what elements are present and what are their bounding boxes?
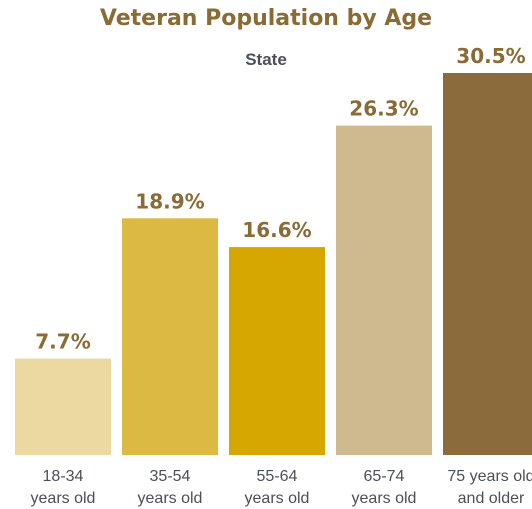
bar-value-label-4: 26.3%	[349, 97, 418, 121]
x-tick-label-5: 75 years old and older	[447, 468, 532, 507]
bar-1	[15, 358, 111, 455]
x-tick-label-4: 65-74 years old	[352, 468, 417, 507]
bar-2	[122, 218, 218, 455]
bar-5	[443, 73, 532, 455]
bar-4	[336, 125, 432, 456]
x-tick-label-3: 55-64 years old	[245, 468, 310, 507]
chart-subtitle: State	[245, 50, 287, 69]
x-tick-label-2: 35-54 years old	[138, 468, 203, 507]
bar-value-label-1: 7.7%	[35, 330, 90, 354]
bar-3	[229, 247, 325, 455]
x-tick-label-1: 18-34 years old	[31, 468, 96, 507]
bar-value-label-2: 18.9%	[135, 189, 204, 213]
bar-value-label-3: 16.6%	[242, 218, 311, 242]
bar-value-label-5: 30.5%	[456, 44, 525, 68]
chart-title: Veteran Population by Age	[99, 6, 433, 31]
